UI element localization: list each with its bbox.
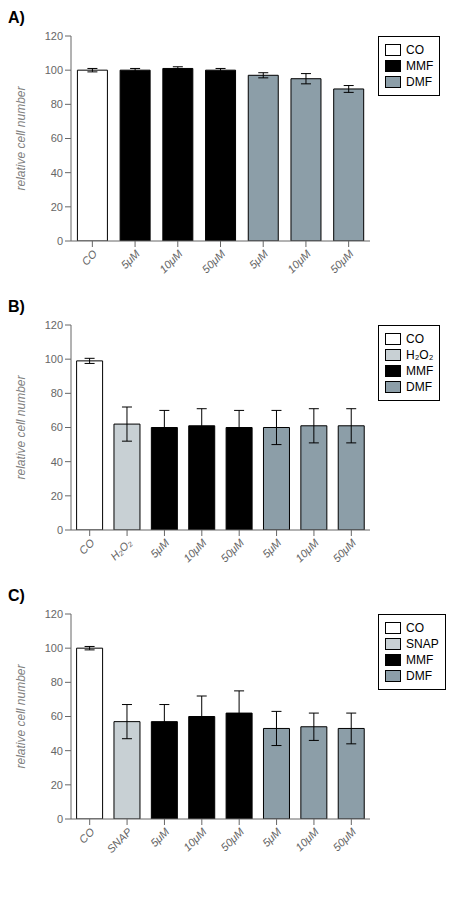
svg-text:10μM: 10μM <box>293 825 321 853</box>
html-text:CO: CO <box>406 332 424 346</box>
svg-text:120: 120 <box>45 319 63 331</box>
svg-text:CO: CO <box>79 247 99 267</box>
svg-text:20: 20 <box>51 201 63 213</box>
svg-text:10μM: 10μM <box>181 536 209 564</box>
html-text:CO: CO <box>406 621 424 635</box>
html-text:MMF: MMF <box>406 59 434 73</box>
svg-text:60: 60 <box>51 132 63 144</box>
svg-text:H₂O₂: H₂O₂ <box>108 536 135 563</box>
html-text:H₂O₂: H₂O₂ <box>406 348 434 362</box>
svg-text:120: 120 <box>45 608 63 620</box>
svg-text:5μM: 5μM <box>148 536 172 560</box>
svg-text:0: 0 <box>57 524 63 536</box>
html-text:A): A) <box>8 9 25 26</box>
svg-text:50μM: 50μM <box>330 825 358 853</box>
svg-text:5μM: 5μM <box>260 536 284 560</box>
svg-text:SNAP: SNAP <box>104 825 134 855</box>
html-text:B): B) <box>8 298 25 315</box>
svg-text:120: 120 <box>45 30 63 42</box>
svg-text:60: 60 <box>51 421 63 433</box>
svg-text:5μM: 5μM <box>247 247 271 271</box>
html-text:DMF: DMF <box>406 380 432 394</box>
html-text:SNAP: SNAP <box>406 637 439 651</box>
svg-text:5μM: 5μM <box>260 825 284 849</box>
html-text:C): C) <box>8 587 25 604</box>
svg-text:40: 40 <box>51 456 63 468</box>
svg-text:0: 0 <box>57 813 63 825</box>
svg-text:50μM: 50μM <box>218 825 246 853</box>
svg-text:relative cell number: relative cell number <box>14 663 28 768</box>
svg-text:CO: CO <box>76 825 96 845</box>
svg-text:100: 100 <box>45 64 63 76</box>
html-text:DMF: DMF <box>406 669 432 683</box>
html-text:MMF: MMF <box>406 364 434 378</box>
svg-text:80: 80 <box>51 676 63 688</box>
svg-text:50μM: 50μM <box>328 247 356 275</box>
svg-text:100: 100 <box>45 353 63 365</box>
svg-text:relative cell number: relative cell number <box>14 374 28 479</box>
svg-text:5μM: 5μM <box>148 825 172 849</box>
svg-text:10μM: 10μM <box>293 536 321 564</box>
svg-text:relative cell number: relative cell number <box>14 85 28 190</box>
svg-text:20: 20 <box>51 490 63 502</box>
html-text:MMF: MMF <box>406 653 434 667</box>
svg-text:50μM: 50μM <box>218 536 246 564</box>
svg-text:40: 40 <box>51 167 63 179</box>
svg-text:80: 80 <box>51 387 63 399</box>
svg-text:60: 60 <box>51 710 63 722</box>
svg-text:40: 40 <box>51 745 63 757</box>
svg-text:5μM: 5μM <box>118 247 142 271</box>
svg-text:10μM: 10μM <box>157 247 185 275</box>
svg-text:CO: CO <box>76 536 96 556</box>
svg-text:10μM: 10μM <box>181 825 209 853</box>
html-text:CO: CO <box>406 43 424 57</box>
svg-text:0: 0 <box>57 235 63 247</box>
svg-text:10μM: 10μM <box>285 247 313 275</box>
svg-text:20: 20 <box>51 779 63 791</box>
svg-text:50μM: 50μM <box>330 536 358 564</box>
html-text:DMF: DMF <box>406 75 432 89</box>
svg-text:100: 100 <box>45 642 63 654</box>
svg-text:80: 80 <box>51 98 63 110</box>
svg-text:50μM: 50μM <box>200 247 228 275</box>
